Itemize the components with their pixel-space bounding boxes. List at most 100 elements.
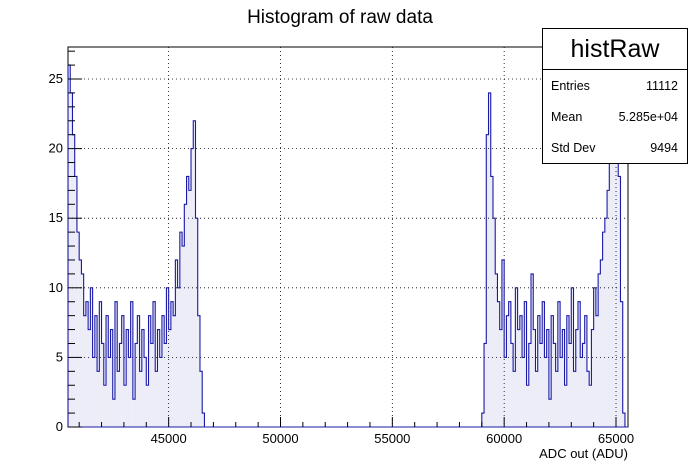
histogram-bin [519,315,523,427]
histogram-bin [586,371,590,427]
histogram-bin [522,357,525,427]
histogram-bin [584,315,587,427]
histogram-bin [486,134,489,427]
histogram-bin [569,343,572,427]
axes: 45000 50000 55000 60000 65000 0 5 10 15 20 25 [49,50,634,446]
histogram-bin [620,301,623,427]
histogram-bin [112,399,115,427]
histogram-bin [70,92,73,428]
histogram-bin [195,218,198,427]
histogram-bin [137,315,140,427]
histogram-bin [155,371,158,427]
histogram-bin [114,301,118,427]
stats-box: histRaw Entries 11112 Mean 5.285e+04 Std… [542,28,688,164]
histogram-bin [528,343,532,427]
histogram-bin [123,385,127,427]
histogram-bin [184,204,187,427]
x-tick-label: 55000 [374,431,410,446]
histogram-bin [197,315,200,427]
histogram-bin [602,232,605,427]
histogram-bin [613,148,617,428]
histogram-bin [94,315,98,427]
histogram-bin [106,315,109,427]
histogram-bin [555,371,558,427]
histogram-bin [150,343,153,427]
histogram-bin [126,329,129,427]
histogram-bin [542,301,545,427]
histogram-bin [490,176,493,427]
stats-name: histRaw [543,29,687,70]
histogram-bin [548,399,552,427]
histogram-bin [488,92,491,428]
histogram-bin [515,287,518,427]
y-tick-label: 25 [49,71,63,86]
histogram-bin [564,385,567,427]
x-axis-label: ADC out (ADU) [539,446,628,461]
y-tick-label: 0 [56,419,63,434]
x-tick-label: 65000 [598,431,634,446]
histogram-bin [513,371,516,427]
histogram-bin [535,371,538,427]
histogram-bin [188,190,192,427]
histogram-bin [132,399,136,427]
chart-title: Histogram of raw data [247,7,433,28]
histogram-bin [481,413,485,427]
histogram-bin [135,343,138,427]
histogram-bin [622,413,625,427]
histogram-bin [616,92,619,428]
histogram-bin [553,343,556,427]
histogram-bin [562,329,565,427]
histogram-bin [537,315,540,427]
histogram-bin [531,273,534,427]
histogram-bin [128,357,131,427]
histogram-bin [573,371,576,427]
histogram-bin [88,329,91,427]
histogram-bin [577,301,581,427]
histogram-bin [99,301,102,427]
histogram-bin [161,315,165,427]
histogram-bin [611,120,614,428]
histogram-bin [571,287,574,427]
histogram-bin [76,232,80,427]
histogram-bin [533,329,536,427]
histogram-bin [79,259,82,427]
histogram-bin [510,343,514,427]
histogram-bin [157,329,160,427]
histogram-bin [609,162,612,427]
histogram-bin [544,357,547,427]
histogram-bin [593,287,596,427]
stats-label-mean: Mean [551,109,583,124]
histogram-bin [539,343,543,427]
histogram-bin [591,329,594,427]
histogram-bin [618,176,621,427]
histogram-bin [168,329,171,427]
histogram-bin [97,371,100,427]
histogram-bin [130,301,133,427]
histogram-bin [72,134,75,427]
stats-label-entries: Entries [551,78,590,93]
histogram-bin [524,301,527,427]
histogram-bin [186,176,189,427]
histogram-bin [508,301,511,427]
histogram-bin [139,371,142,427]
grid-lines [68,47,628,427]
histogram-bin [119,343,122,427]
histogram-bin [175,259,178,427]
histogram-bin [153,301,156,427]
histogram-bin [506,315,509,427]
histogram-bin [499,329,502,427]
histogram-bin [557,301,561,427]
histogram-bin [182,246,185,427]
histogram-bin [551,315,554,427]
histogram-bin [582,343,585,427]
histogram-bin [170,301,174,427]
histogram-bin [575,329,578,427]
histogram-bin [497,301,500,427]
histogram-bin [103,385,107,427]
histogram-bins [68,65,625,428]
stats-label-stddev: Std Dev [551,140,596,155]
histogram-bin [110,329,113,427]
histogram-bin [492,218,496,427]
histogram-bin [108,357,111,427]
histogram-bin [595,315,599,427]
